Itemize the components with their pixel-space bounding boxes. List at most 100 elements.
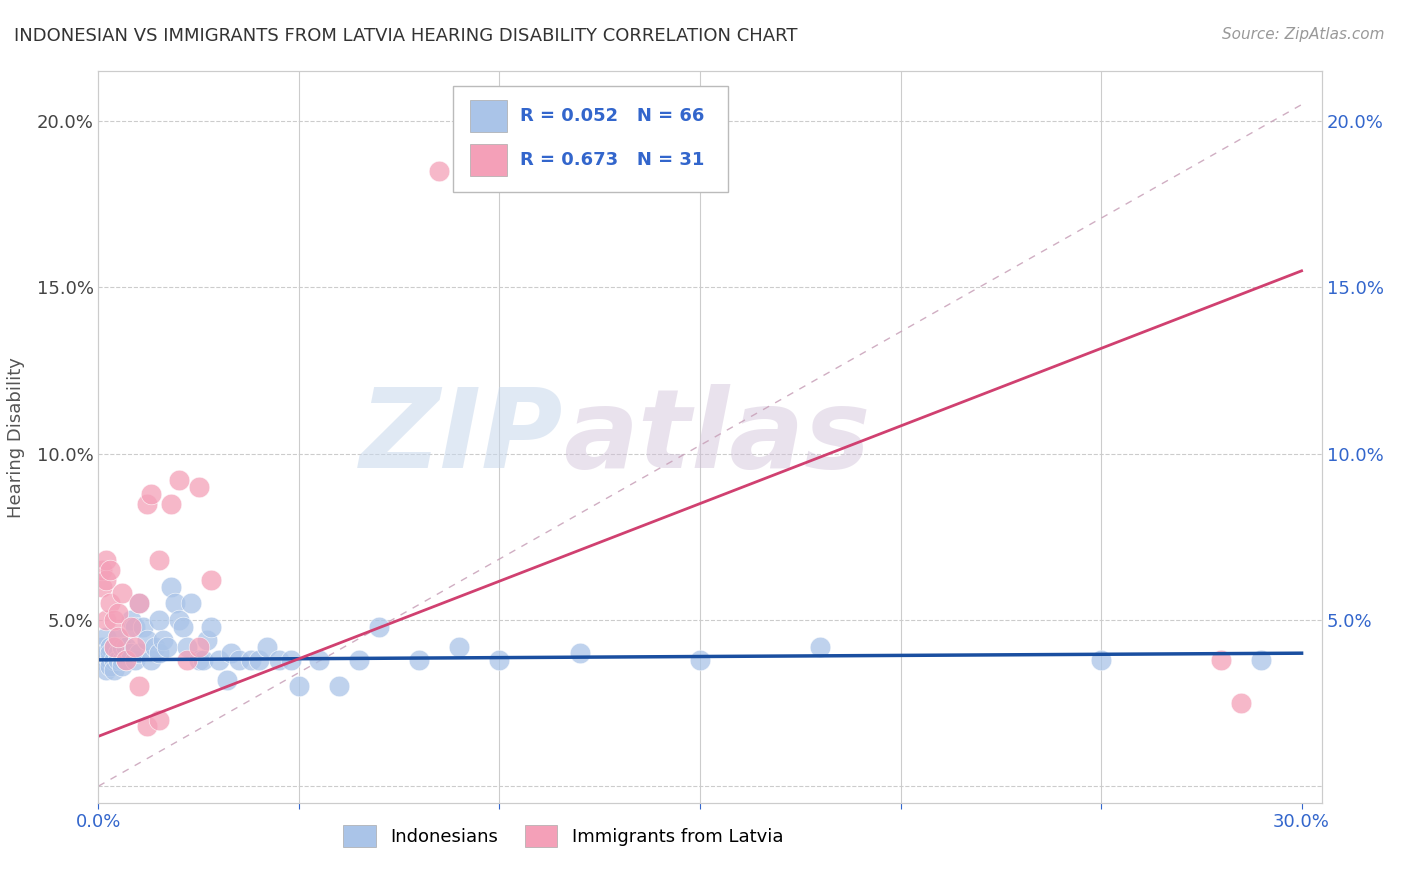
Point bbox=[176, 640, 198, 654]
Point bbox=[368, 619, 391, 633]
Point bbox=[180, 596, 202, 610]
Point bbox=[100, 596, 122, 610]
Point bbox=[208, 653, 231, 667]
Point bbox=[135, 632, 157, 647]
Point bbox=[568, 646, 591, 660]
Point bbox=[120, 619, 142, 633]
Point bbox=[135, 497, 157, 511]
Point bbox=[96, 613, 118, 627]
Point bbox=[808, 640, 831, 654]
Point bbox=[288, 680, 311, 694]
Point bbox=[124, 653, 146, 667]
Point bbox=[167, 613, 190, 627]
Point bbox=[96, 630, 118, 644]
Point bbox=[115, 653, 138, 667]
Point bbox=[103, 613, 125, 627]
Point bbox=[91, 580, 114, 594]
Point bbox=[115, 640, 138, 654]
Y-axis label: Hearing Disability: Hearing Disability bbox=[7, 357, 25, 517]
Point bbox=[96, 646, 118, 660]
Point bbox=[408, 653, 430, 667]
Point bbox=[167, 473, 190, 487]
Point bbox=[247, 653, 270, 667]
Point bbox=[96, 553, 118, 567]
Point bbox=[100, 659, 122, 673]
Point bbox=[91, 563, 114, 577]
Point bbox=[347, 653, 370, 667]
Point bbox=[111, 640, 134, 654]
Legend: Indonesians, Immigrants from Latvia: Indonesians, Immigrants from Latvia bbox=[335, 816, 793, 856]
Point bbox=[449, 640, 471, 654]
Point bbox=[100, 646, 122, 660]
Point bbox=[256, 640, 278, 654]
Point bbox=[267, 653, 290, 667]
FancyBboxPatch shape bbox=[470, 100, 508, 132]
Point bbox=[215, 673, 238, 687]
Point bbox=[124, 619, 146, 633]
Point bbox=[96, 663, 118, 677]
Text: atlas: atlas bbox=[564, 384, 870, 491]
Point bbox=[172, 619, 194, 633]
Point bbox=[176, 653, 198, 667]
Point bbox=[148, 613, 170, 627]
Point bbox=[200, 573, 222, 587]
Point bbox=[488, 653, 510, 667]
Point bbox=[139, 653, 162, 667]
Point bbox=[103, 640, 125, 654]
Text: R = 0.052   N = 66: R = 0.052 N = 66 bbox=[520, 107, 704, 125]
Text: Source: ZipAtlas.com: Source: ZipAtlas.com bbox=[1222, 27, 1385, 42]
Point bbox=[427, 164, 450, 178]
Point bbox=[115, 653, 138, 667]
Point bbox=[328, 680, 350, 694]
Point bbox=[159, 580, 181, 594]
Point bbox=[228, 653, 250, 667]
Point bbox=[107, 646, 129, 660]
Point bbox=[103, 653, 125, 667]
Point bbox=[111, 653, 134, 667]
Point bbox=[120, 613, 142, 627]
Point bbox=[128, 646, 150, 660]
Point bbox=[1250, 653, 1272, 667]
Point bbox=[187, 653, 209, 667]
Point bbox=[191, 653, 214, 667]
Point bbox=[143, 640, 166, 654]
Point bbox=[148, 553, 170, 567]
Point bbox=[107, 653, 129, 667]
Point bbox=[239, 653, 262, 667]
Point bbox=[139, 486, 162, 500]
Point bbox=[91, 640, 114, 654]
Point bbox=[163, 596, 186, 610]
Point bbox=[100, 563, 122, 577]
Point bbox=[128, 596, 150, 610]
Point bbox=[187, 480, 209, 494]
Point bbox=[1090, 653, 1112, 667]
Point bbox=[103, 663, 125, 677]
Point bbox=[148, 646, 170, 660]
Point bbox=[111, 659, 134, 673]
Point bbox=[107, 630, 129, 644]
Point bbox=[195, 632, 218, 647]
Point bbox=[111, 586, 134, 600]
Point bbox=[96, 573, 118, 587]
FancyBboxPatch shape bbox=[470, 144, 508, 176]
Point bbox=[308, 653, 330, 667]
Point bbox=[131, 619, 153, 633]
Point bbox=[91, 653, 114, 667]
Point bbox=[148, 713, 170, 727]
Point bbox=[1230, 696, 1253, 710]
Point bbox=[187, 640, 209, 654]
Point bbox=[107, 607, 129, 621]
Point bbox=[103, 640, 125, 654]
Point bbox=[107, 630, 129, 644]
Text: INDONESIAN VS IMMIGRANTS FROM LATVIA HEARING DISABILITY CORRELATION CHART: INDONESIAN VS IMMIGRANTS FROM LATVIA HEA… bbox=[14, 27, 797, 45]
Text: ZIP: ZIP bbox=[360, 384, 564, 491]
Point bbox=[689, 653, 711, 667]
Point bbox=[128, 596, 150, 610]
Point bbox=[152, 632, 174, 647]
Point bbox=[128, 680, 150, 694]
Point bbox=[100, 640, 122, 654]
Point bbox=[200, 619, 222, 633]
Point bbox=[1211, 653, 1233, 667]
Point bbox=[280, 653, 302, 667]
Point bbox=[124, 640, 146, 654]
